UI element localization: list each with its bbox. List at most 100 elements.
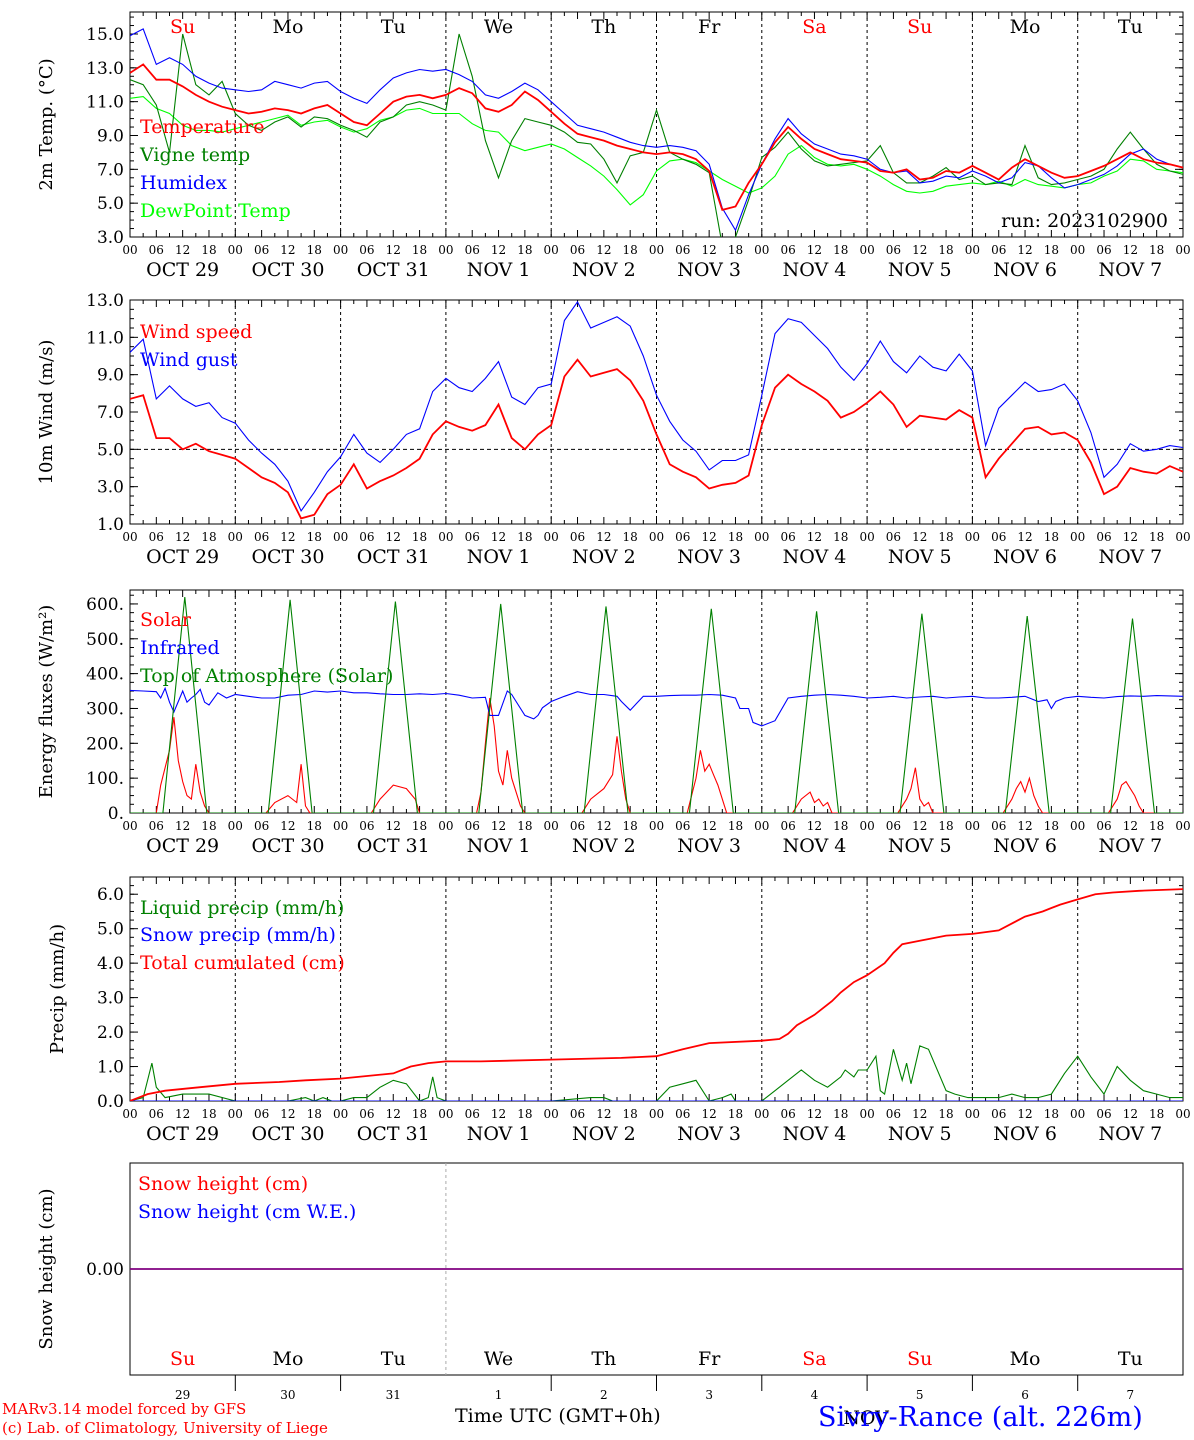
y-tick-label: 3.0 xyxy=(97,228,124,248)
day-number-label: 31 xyxy=(386,1388,401,1402)
y-axis-label: Precip (mm/h) xyxy=(47,924,68,1054)
hour-tick-label: 18 xyxy=(1044,819,1059,833)
y-tick-label: 5.0 xyxy=(97,440,124,460)
legend-entry: Infrared xyxy=(140,637,220,659)
y-axis-label: 10m Wind (m/s) xyxy=(36,340,57,485)
hour-tick-label: 00 xyxy=(228,243,243,257)
hour-tick-label: 12 xyxy=(1123,1107,1138,1121)
hour-tick-label: 18 xyxy=(833,819,848,833)
hour-tick-label: 18 xyxy=(833,1107,848,1121)
hour-tick-label: 12 xyxy=(596,819,611,833)
date-label: NOV 4 xyxy=(783,1123,847,1145)
hour-tick-label: 18 xyxy=(1044,243,1059,257)
hour-tick-label: 12 xyxy=(1017,243,1032,257)
hour-tick-label: 12 xyxy=(912,530,927,544)
hour-tick-label: 00 xyxy=(649,530,664,544)
hour-tick-label: 06 xyxy=(254,819,269,833)
hour-tick-label: 00 xyxy=(859,1107,874,1121)
hour-tick-label: 18 xyxy=(938,243,953,257)
panel-wind: 00 06 12 18 00 06 12 18 00 06 12 18 00 06 12 18 00 06 12 18… xyxy=(36,291,1191,568)
hour-tick-label: 06 xyxy=(570,243,585,257)
weekday-label: Sa xyxy=(802,16,826,38)
hour-tick-label: 00 xyxy=(965,530,980,544)
date-label: OCT 31 xyxy=(357,835,430,857)
hour-tick-label: 12 xyxy=(175,1107,190,1121)
hour-tick-label: 00 xyxy=(333,819,348,833)
date-label: NOV 5 xyxy=(888,546,952,568)
hour-tick-label: 18 xyxy=(623,243,638,257)
date-label: NOV 6 xyxy=(993,259,1057,281)
hour-tick-label: 12 xyxy=(702,530,717,544)
run-label: run: 2023102900 xyxy=(1001,210,1168,232)
date-label: NOV 3 xyxy=(677,546,741,568)
hour-tick-label: 18 xyxy=(728,1107,743,1121)
legend-entry: Snow height (cm W.E.) xyxy=(138,1201,356,1223)
date-label: OCT 30 xyxy=(251,1123,324,1145)
hour-tick-label: 00 xyxy=(1175,530,1190,544)
hour-tick-label: 18 xyxy=(938,819,953,833)
hour-tick-label: 00 xyxy=(333,1107,348,1121)
hour-tick-label: 06 xyxy=(149,530,164,544)
day-number-label: 6 xyxy=(1021,1388,1029,1402)
hour-tick-label: 06 xyxy=(1096,819,1111,833)
hour-tick-label: 06 xyxy=(675,819,690,833)
hour-tick-label: 06 xyxy=(991,243,1006,257)
hour-tick-label: 12 xyxy=(491,1107,506,1121)
hour-tick-label: 06 xyxy=(991,530,1006,544)
hour-tick-label: 18 xyxy=(201,530,216,544)
hour-tick-label: 06 xyxy=(886,530,901,544)
hour-tick-label: 06 xyxy=(149,243,164,257)
date-label: NOV 5 xyxy=(888,835,952,857)
hour-tick-label: 12 xyxy=(175,243,190,257)
y-tick-label: 5.0 xyxy=(97,194,124,214)
hour-tick-label: 06 xyxy=(359,530,374,544)
hour-tick-label: 18 xyxy=(307,1107,322,1121)
panel-precip: 00 06 12 18 00 06 12 18 00 06 12 18 00 06 12 18 00 06 12 18… xyxy=(47,876,1191,1145)
hour-tick-label: 12 xyxy=(175,819,190,833)
hour-tick-label: 12 xyxy=(807,1107,822,1121)
hour-tick-label: 00 xyxy=(438,1107,453,1121)
hour-tick-label: 18 xyxy=(201,1107,216,1121)
hour-tick-label: 18 xyxy=(1044,530,1059,544)
y-tick-label: 3.0 xyxy=(97,989,124,1009)
hour-tick-label: 12 xyxy=(491,819,506,833)
series-line-liquid-precip-mm-h- xyxy=(130,1045,1183,1101)
hour-tick-label: 12 xyxy=(702,1107,717,1121)
hour-tick-label: 06 xyxy=(254,1107,269,1121)
y-tick-label: 300. xyxy=(86,699,124,719)
date-label: NOV 4 xyxy=(783,835,847,857)
weekday-label: Su xyxy=(170,1348,195,1370)
hour-tick-label: 06 xyxy=(886,243,901,257)
date-label: NOV 3 xyxy=(677,259,741,281)
date-label: NOV 1 xyxy=(467,259,531,281)
legend-entry: Total cumulated (cm) xyxy=(140,952,345,974)
hour-tick-label: 12 xyxy=(807,530,822,544)
hour-tick-label: 12 xyxy=(280,1107,295,1121)
date-label: NOV 6 xyxy=(993,546,1057,568)
hour-tick-label: 00 xyxy=(965,1107,980,1121)
y-tick-label: 2.0 xyxy=(97,1023,124,1043)
hour-tick-label: 06 xyxy=(465,243,480,257)
hour-tick-label: 18 xyxy=(938,530,953,544)
hour-tick-label: 18 xyxy=(938,1107,953,1121)
weekday-label: Su xyxy=(907,16,932,38)
hour-tick-label: 18 xyxy=(517,243,532,257)
legend-entry: Liquid precip (mm/h) xyxy=(140,897,344,919)
hour-tick-label: 18 xyxy=(1149,1107,1164,1121)
hour-tick-label: 12 xyxy=(280,530,295,544)
date-label: OCT 29 xyxy=(146,546,219,568)
hour-tick-label: 00 xyxy=(438,243,453,257)
hour-tick-label: 06 xyxy=(1096,1107,1111,1121)
weekday-label: Tu xyxy=(1118,16,1143,38)
hour-tick-label: 18 xyxy=(412,243,427,257)
y-tick-label: 500. xyxy=(86,630,124,650)
y-tick-label: 9.0 xyxy=(97,366,124,386)
date-label: OCT 29 xyxy=(146,259,219,281)
hour-tick-label: 06 xyxy=(1096,530,1111,544)
y-tick-label: 4.0 xyxy=(97,954,124,974)
date-label: NOV 7 xyxy=(1098,1123,1162,1145)
date-label: OCT 31 xyxy=(357,1123,430,1145)
hour-tick-label: 06 xyxy=(465,819,480,833)
hour-tick-label: 18 xyxy=(201,243,216,257)
y-tick-label: 13.0 xyxy=(86,291,124,311)
